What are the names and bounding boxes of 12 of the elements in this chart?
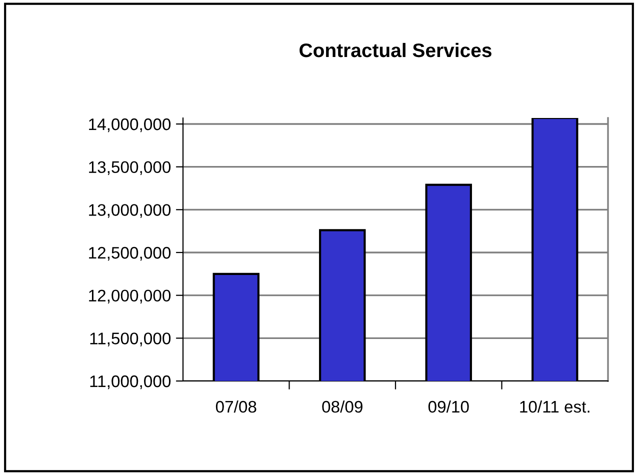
y-tick-label: 14,000,000 bbox=[89, 118, 171, 132]
y-tick-label: 12,500,000 bbox=[89, 246, 171, 261]
x-tick-label: 09/10 bbox=[428, 400, 469, 413]
y-tick-label: 12,000,000 bbox=[89, 290, 171, 304]
y-tick-label: 11,000,000 bbox=[90, 375, 171, 390]
y-tick-label: 13,500,000 bbox=[89, 161, 171, 175]
chart-title: Contractual Services bbox=[300, 42, 492, 58]
x-tick-label: 10/11 est. bbox=[520, 400, 590, 413]
x-tick-label: 08/09 bbox=[322, 400, 362, 413]
y-tick-label: 13,000,000 bbox=[89, 204, 171, 218]
y-tick-label: 11,500,000 bbox=[90, 332, 171, 346]
x-tick-label: 07/08 bbox=[216, 400, 256, 413]
